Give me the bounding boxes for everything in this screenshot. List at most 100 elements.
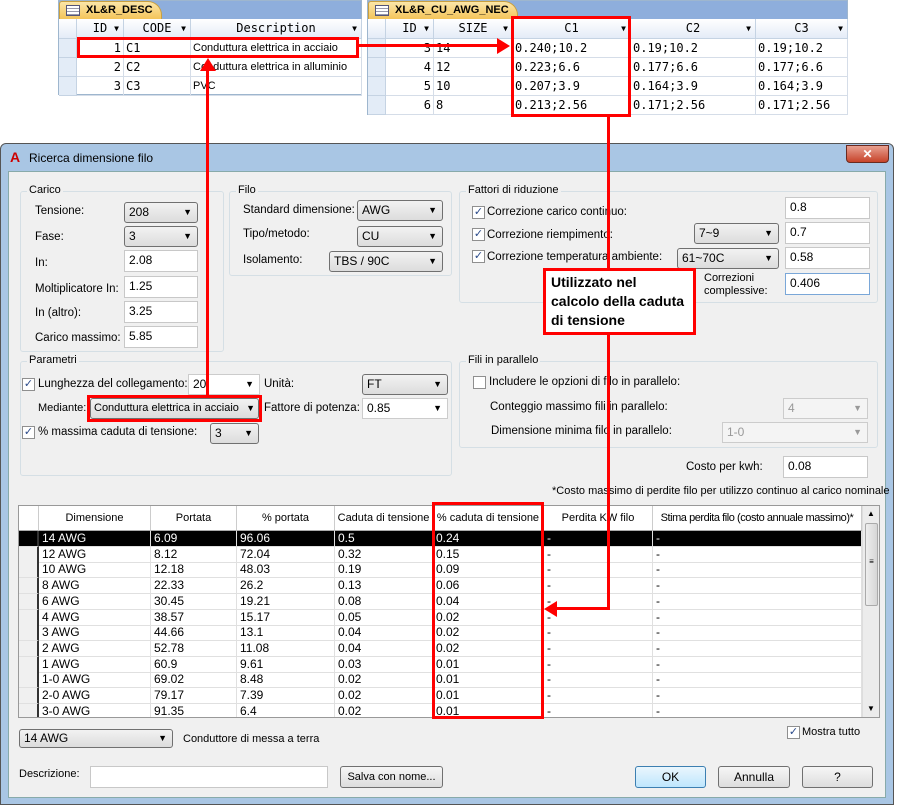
chevron-down-icon[interactable]: ▼ (503, 24, 508, 33)
grid-cell[interactable]: 1 AWG (39, 656, 151, 673)
table-cell[interactable]: 2 (77, 58, 124, 77)
grid-cell[interactable]: 3 AWG (39, 625, 151, 642)
grid-header-1[interactable]: Portata (151, 506, 237, 531)
tensione-select[interactable]: 208 ▼ (124, 202, 198, 223)
chevron-down-icon[interactable]: ▼ (181, 24, 186, 33)
grid-cell[interactable]: - (653, 625, 862, 642)
carico-continuo-checkbox[interactable]: ✓ (472, 206, 485, 219)
grid-cell[interactable]: 0.04 (335, 640, 433, 657)
grid-cell[interactable]: 79.17 (151, 688, 237, 704)
grid-cell[interactable]: - (544, 562, 653, 579)
lunghezza-select[interactable]: 20 ▼ (188, 374, 260, 395)
scroll-thumb[interactable]: ≡ (865, 523, 878, 606)
chevron-down-icon[interactable]: ▼ (114, 24, 119, 33)
fattore-select[interactable]: 0.85 ▼ (362, 398, 448, 419)
row-selector[interactable] (59, 77, 77, 96)
grid-row-header[interactable] (19, 609, 39, 626)
grid-header-2[interactable]: % portata (237, 506, 335, 531)
grid-cell[interactable]: 0.04 (335, 625, 433, 642)
grid-cell[interactable]: 69.02 (151, 672, 237, 689)
row-selector[interactable] (368, 77, 386, 96)
temperatura-checkbox[interactable]: ✓ (472, 250, 485, 263)
grid-cell[interactable]: 48.03 (237, 562, 335, 579)
column-header-description[interactable]: Description ▼ (191, 19, 362, 39)
grid-row-header[interactable] (19, 593, 39, 610)
tipo-select[interactable]: CU ▼ (357, 226, 443, 247)
grid-row-header[interactable] (19, 703, 39, 717)
chevron-down-icon[interactable]: ▼ (424, 24, 429, 33)
grid-cell[interactable]: 14 AWG (39, 531, 151, 547)
grid-cell[interactable]: 26.2 (237, 578, 335, 595)
table-cell[interactable]: 0.171;2.56 (631, 96, 756, 115)
grid-cell[interactable]: 2 AWG (39, 640, 151, 657)
row-selector[interactable] (59, 58, 77, 77)
temperatura-select[interactable]: 61~70C ▼ (677, 248, 779, 269)
lunghezza-checkbox[interactable]: ✓ (22, 378, 35, 391)
grid-header-4[interactable]: % caduta di tensione (433, 506, 544, 531)
select-all[interactable] (368, 19, 386, 39)
table-cell[interactable]: 10 (434, 77, 513, 96)
grid-cell[interactable]: 3-0 AWG (39, 703, 151, 717)
grid-cell[interactable]: - (544, 578, 653, 595)
grid-cell[interactable]: 0.19 (335, 562, 433, 579)
grid-cell[interactable]: - (653, 656, 862, 673)
grid-cell[interactable]: - (653, 562, 862, 579)
grid-header-5[interactable]: Perdita KW filo (544, 506, 653, 531)
grid-cell[interactable]: 9.61 (237, 656, 335, 673)
ok-button[interactable]: OK (635, 766, 706, 788)
grid-cell[interactable]: 13.1 (237, 625, 335, 642)
in-field[interactable]: 2.08 (124, 250, 198, 272)
grid-cell[interactable]: 0.02 (335, 688, 433, 704)
grid-cell[interactable]: 12.18 (151, 562, 237, 579)
parallelo-checkbox[interactable] (473, 376, 486, 389)
grid-cell[interactable]: - (653, 640, 862, 657)
table-cell[interactable]: Conduttura elettrica in alluminio (191, 58, 362, 77)
grid-cell[interactable]: - (653, 672, 862, 689)
grid-cell[interactable]: 0.03 (335, 656, 433, 673)
isolamento-select[interactable]: TBS / 90C ▼ (329, 251, 443, 272)
table-cell[interactable]: C3 (124, 77, 191, 96)
mostra-tutto-checkbox[interactable]: ✓ (787, 726, 800, 739)
grid-cell[interactable]: - (544, 672, 653, 689)
descrizione-field[interactable] (90, 766, 328, 788)
grid-cell[interactable]: - (653, 546, 862, 563)
table-cell[interactable]: 0.171;2.56 (756, 96, 848, 115)
help-button[interactable]: ? (802, 766, 873, 788)
table-cell[interactable]: 0.164;3.9 (756, 77, 848, 96)
row-selector[interactable] (368, 58, 386, 77)
grid-cell[interactable]: - (544, 703, 653, 717)
carico-massimo-field[interactable]: 5.85 (124, 326, 198, 348)
table-cell[interactable]: 0.19;10.2 (631, 39, 756, 58)
grid-cell[interactable]: 0.24 (433, 531, 544, 547)
grid-scrollbar[interactable]: ▲ ≡ ▼ (862, 506, 879, 717)
grid-cell[interactable]: 0.02 (335, 672, 433, 689)
grid-cell[interactable]: 4 AWG (39, 609, 151, 626)
mediante-select[interactable]: Conduttura elettrica in acciaio ▼ (90, 398, 259, 419)
row-selector[interactable] (59, 39, 77, 58)
grid-cell[interactable]: 30.45 (151, 593, 237, 610)
column-header-id[interactable]: ID ▼ (386, 19, 434, 39)
row-selector[interactable] (368, 39, 386, 58)
conteggio-select[interactable]: 4 ▼ (783, 398, 868, 419)
fase-select[interactable]: 3 ▼ (124, 226, 198, 247)
chevron-down-icon[interactable]: ▼ (838, 24, 843, 33)
grid-cell[interactable]: 91.35 (151, 703, 237, 717)
column-header-code[interactable]: CODE ▼ (124, 19, 191, 39)
grid-cell[interactable]: 0.13 (335, 578, 433, 595)
riempimento-field[interactable]: 0.7 (785, 222, 870, 244)
chevron-down-icon[interactable]: ▼ (746, 24, 751, 33)
table-cell[interactable]: PVC (191, 77, 362, 96)
grid-row-header[interactable] (19, 656, 39, 673)
column-header-size[interactable]: SIZE ▼ (434, 19, 513, 39)
grid-cell[interactable]: - (544, 609, 653, 626)
grid-cell[interactable]: 0.08 (335, 593, 433, 610)
grid-cell[interactable]: - (544, 656, 653, 673)
grid-cell[interactable]: - (544, 625, 653, 642)
standard-select[interactable]: AWG ▼ (357, 200, 443, 221)
grid-cell[interactable]: 1-0 AWG (39, 672, 151, 689)
grid-cell[interactable]: - (544, 640, 653, 657)
table-cell[interactable]: 8 (434, 96, 513, 115)
grid-row-header[interactable] (19, 625, 39, 642)
grid-cell[interactable]: - (544, 531, 653, 547)
grid-cell[interactable]: 52.78 (151, 640, 237, 657)
